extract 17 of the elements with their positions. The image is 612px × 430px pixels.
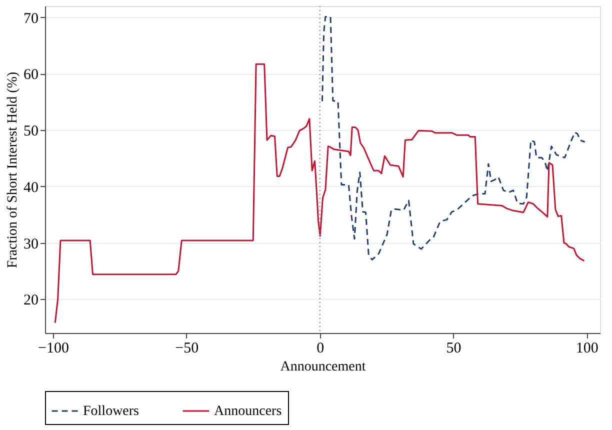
legend-label: Followers bbox=[83, 404, 139, 419]
y-tick-label: 40 bbox=[24, 180, 38, 196]
y-tick-label: 60 bbox=[24, 67, 38, 84]
x-tick-label: 50 bbox=[446, 340, 462, 356]
line-series bbox=[54, 63, 586, 324]
x-axis-title: Announcement bbox=[280, 360, 366, 374]
legend-label: Announcers bbox=[214, 404, 282, 419]
x-tick-label: −100 bbox=[38, 340, 69, 356]
y-tick-label: 20 bbox=[24, 292, 38, 309]
y-tick-label: 70 bbox=[24, 10, 38, 27]
x-tick-label: 100 bbox=[576, 340, 598, 356]
y-axis-title: Fraction of Short Interest Held (%) bbox=[6, 72, 20, 268]
x-tick-label: −50 bbox=[175, 340, 199, 356]
y-tick-label: 30 bbox=[24, 236, 38, 252]
line-series bbox=[321, 16, 586, 260]
y-tick-label: 50 bbox=[24, 124, 38, 140]
x-tick-label: 0 bbox=[316, 340, 324, 356]
